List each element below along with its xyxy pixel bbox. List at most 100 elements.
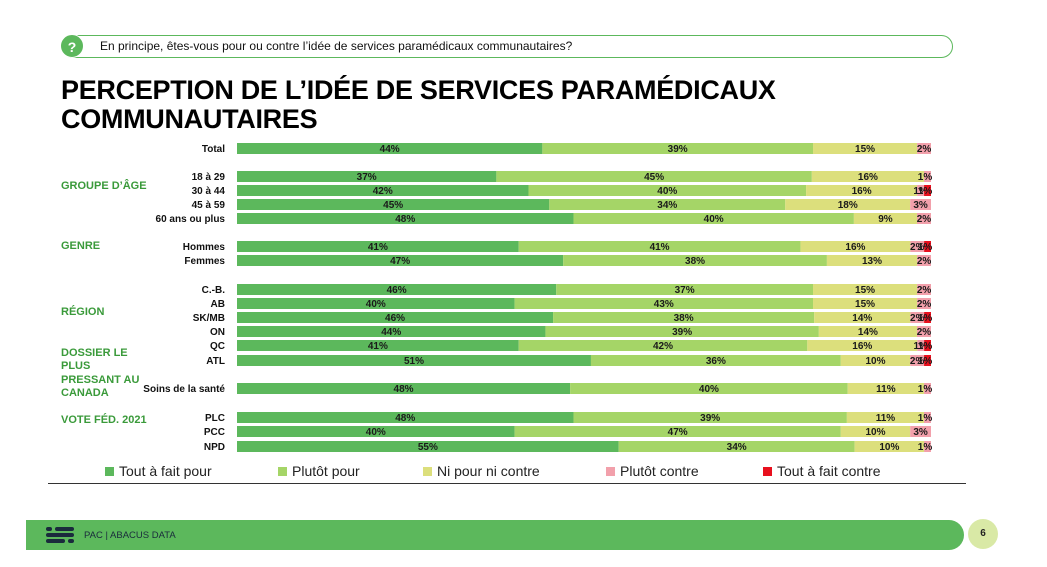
- data-label: 16%: [845, 242, 865, 253]
- bar-segment: [237, 426, 515, 437]
- data-label: 3%: [913, 200, 928, 211]
- legend-swatch-4: [606, 467, 615, 476]
- bar-segment: [528, 185, 807, 196]
- bar-segment: [518, 340, 808, 351]
- bar-segment: [618, 441, 855, 452]
- data-label: 39%: [668, 144, 688, 155]
- row-label: 18 à 29: [192, 172, 226, 183]
- data-label: 11%: [876, 384, 896, 395]
- bar-segment: [813, 143, 918, 154]
- group-label: VOTE FÉD. 2021: [61, 413, 147, 426]
- row-label: SK/MB: [193, 313, 225, 324]
- legend-item-5: Tout à fait contre: [763, 463, 881, 479]
- bar-segment: [549, 199, 786, 210]
- bar-segment: [917, 255, 931, 266]
- bar-segment: [785, 199, 911, 210]
- bar-segment: [806, 185, 918, 196]
- bar-segment: [542, 143, 814, 154]
- divider: [48, 483, 966, 484]
- bar-segment: [846, 412, 924, 423]
- bar-segment: [923, 412, 931, 423]
- bar-segment: [237, 213, 574, 224]
- data-label: 47%: [390, 256, 410, 267]
- row-label: PCC: [204, 427, 225, 438]
- bar-segment: [917, 143, 931, 154]
- data-label: 48%: [394, 384, 414, 395]
- bar-segment: [573, 412, 847, 423]
- bar-segment: [237, 298, 515, 309]
- bar-segment: [237, 340, 519, 351]
- group-label: GENRE: [61, 240, 100, 252]
- data-label: 46%: [385, 313, 405, 324]
- legend-label-2: Plutôt pour: [292, 463, 360, 479]
- group-label: PLUS: [61, 360, 90, 372]
- row-label: 60 ans ou plus: [156, 214, 226, 225]
- data-label: 14%: [858, 327, 878, 338]
- data-label: 37%: [357, 172, 377, 183]
- bar-segment: [917, 340, 925, 351]
- data-label: 16%: [858, 172, 878, 183]
- data-label: 1%: [913, 341, 928, 352]
- data-label: 16%: [852, 186, 872, 197]
- data-label: 45%: [644, 172, 664, 183]
- bar-segment: [814, 312, 911, 323]
- bar-segment: [800, 241, 911, 252]
- stacked-bar-chart: Total 44% 39% 15% 2% GROUPE D’ÂGE 18 à 29 37% 45…: [61, 143, 933, 453]
- page-title: PERCEPTION DE L’IDÉE DE SERVICES PARAMÉD…: [61, 76, 776, 134]
- abacus-logo-icon: [46, 527, 74, 543]
- data-label: 2%: [917, 299, 932, 310]
- bar-segment: [237, 143, 543, 154]
- row-label: AB: [211, 299, 225, 310]
- data-label: 2%: [917, 214, 932, 225]
- bar-segment: [545, 326, 819, 337]
- data-label: 51%: [404, 356, 424, 367]
- legend-item-4: Plutôt contre: [606, 463, 699, 479]
- row-label: Total: [202, 144, 225, 155]
- data-label: 2%: [917, 327, 932, 338]
- bar-segment: [910, 355, 925, 366]
- bar-segment: [924, 383, 931, 394]
- data-label: 15%: [855, 285, 875, 296]
- data-label: 38%: [674, 313, 694, 324]
- group-label: PRESSANT AU: [61, 374, 139, 386]
- data-label: 43%: [654, 299, 674, 310]
- data-label: 40%: [704, 214, 724, 225]
- bar-segment: [514, 298, 814, 309]
- bar-segment: [573, 213, 854, 224]
- bar-segment: [553, 312, 815, 323]
- bar-segment: [514, 426, 841, 437]
- data-label: 9%: [878, 214, 893, 225]
- bar-segment: [813, 284, 918, 295]
- bar-segment: [237, 355, 591, 366]
- row-label: 45 à 59: [192, 200, 226, 211]
- data-label: 15%: [855, 299, 875, 310]
- data-label: 2%: [910, 356, 925, 367]
- bar-segment: [924, 241, 931, 252]
- bar-segment: [924, 441, 931, 452]
- data-label: 34%: [657, 200, 677, 211]
- bar-segment: [924, 185, 931, 196]
- footer-bar: PAC | ABACUS DATA: [26, 520, 964, 550]
- legend-swatch-3: [423, 467, 432, 476]
- bar-segment: [826, 255, 918, 266]
- data-label: 2%: [917, 256, 932, 267]
- bar-segment: [590, 355, 841, 366]
- bar-segment: [237, 199, 550, 210]
- data-label: 47%: [668, 427, 688, 438]
- data-label: 1%: [918, 413, 933, 424]
- row-label: Femmes: [184, 256, 225, 267]
- data-label: 13%: [862, 256, 882, 267]
- bar-segment: [556, 284, 814, 295]
- data-label: 11%: [876, 413, 896, 424]
- title-line-2: COMMUNAUTAIRES: [61, 104, 318, 134]
- data-label: 2%: [917, 285, 932, 296]
- row-label: ATL: [206, 356, 225, 367]
- data-label: 40%: [366, 427, 386, 438]
- legend-label-3: Ni pour ni contre: [437, 463, 540, 479]
- data-label: 39%: [672, 327, 692, 338]
- bar-segment: [518, 241, 801, 252]
- legend-label-4: Plutôt contre: [620, 463, 699, 479]
- chart-legend: Tout à fait pour Plutôt pour Ni pour ni …: [105, 463, 935, 479]
- title-line-1: PERCEPTION DE L’IDÉE DE SERVICES PARAMÉD…: [61, 75, 776, 105]
- data-label: 37%: [675, 285, 695, 296]
